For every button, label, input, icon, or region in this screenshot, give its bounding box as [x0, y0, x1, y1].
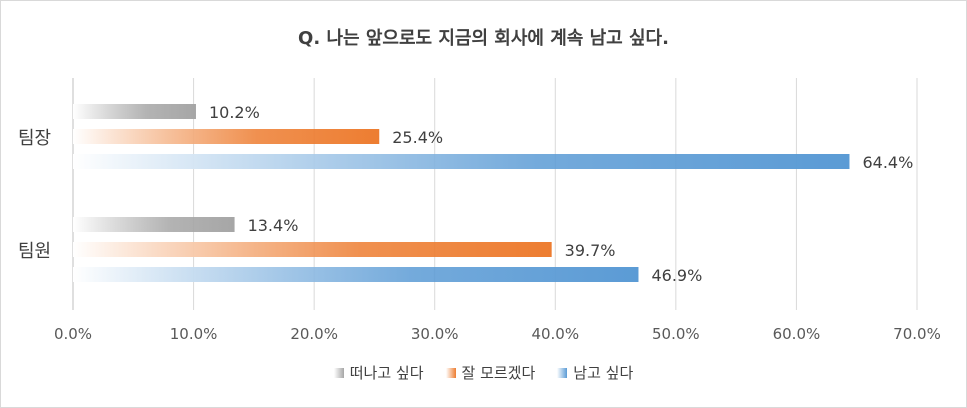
bar [73, 129, 380, 144]
bar [73, 154, 850, 169]
x-tick-label: 50.0% [652, 325, 700, 343]
legend: 떠나고 싶다 잘 모르겠다 남고 싶다 [0, 362, 967, 383]
data-label: 46.9% [651, 266, 702, 285]
legend-label: 남고 싶다 [573, 364, 634, 382]
data-label: 10.2% [209, 103, 260, 122]
category-label: 팀장 [18, 128, 51, 149]
x-tick-label: 70.0% [893, 325, 941, 343]
bar [73, 217, 235, 232]
x-tick-label: 60.0% [773, 325, 821, 343]
bar [73, 104, 196, 119]
legend-swatch [445, 367, 456, 378]
legend-item: 떠나고 싶다 [333, 362, 424, 383]
x-tick-label: 0.0% [54, 325, 92, 343]
x-tick-label: 10.0% [170, 325, 218, 343]
data-label: 25.4% [392, 128, 443, 147]
data-label: 13.4% [248, 216, 299, 235]
bar [73, 267, 639, 282]
legend-swatch [333, 367, 344, 378]
chart-title: Q. 나는 앞으로도 지금의 회사에 계속 남고 싶다. [298, 28, 669, 49]
legend-item: 남고 싶다 [557, 362, 633, 383]
legend-swatch [557, 367, 568, 378]
data-label: 39.7% [565, 241, 616, 260]
category-label: 팀원 [18, 241, 51, 262]
data-label: 64.4% [862, 153, 913, 172]
x-tick-label: 40.0% [531, 325, 579, 343]
x-tick-label: 20.0% [290, 325, 338, 343]
legend-label: 잘 모르겠다 [461, 364, 536, 382]
bar [73, 242, 552, 257]
legend-label: 떠나고 싶다 [349, 364, 424, 382]
legend-item: 잘 모르겠다 [445, 362, 536, 383]
x-tick-label: 30.0% [411, 325, 459, 343]
